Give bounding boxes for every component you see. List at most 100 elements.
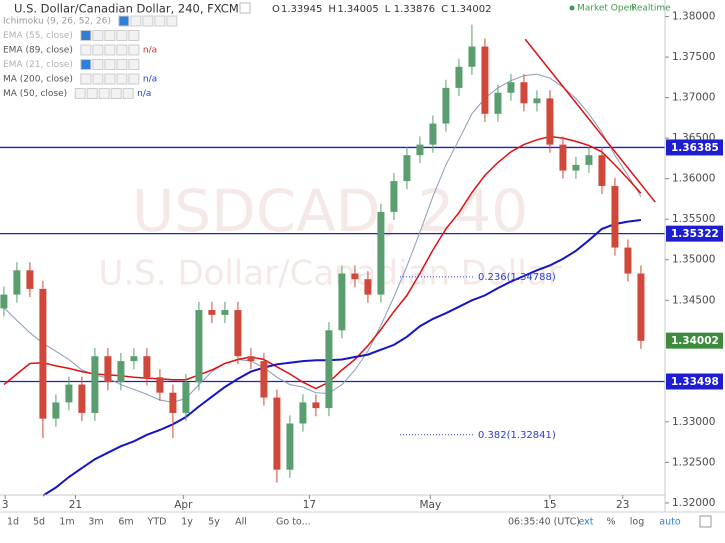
trendline xyxy=(524,38,656,203)
candle-body xyxy=(221,310,229,315)
x-tick-label: 17 xyxy=(303,499,316,511)
plot: 0.236(1.34788) 0.382(1.32841) xyxy=(0,24,665,497)
indicator-line xyxy=(42,219,642,497)
y-tick-label: 1.32500 xyxy=(672,456,715,468)
candle-body xyxy=(455,66,463,88)
range-button[interactable]: 1y xyxy=(181,517,193,528)
range-button[interactable]: All xyxy=(235,517,247,528)
tool-icon[interactable] xyxy=(116,44,128,56)
candle-body xyxy=(507,82,515,93)
tool-icon[interactable] xyxy=(166,15,178,27)
candle-body xyxy=(624,247,632,274)
eye-icon[interactable] xyxy=(74,88,86,99)
candle-body xyxy=(468,46,476,67)
tool-icon[interactable] xyxy=(122,88,134,99)
y-tick-label: 1.37000 xyxy=(672,92,715,104)
candle-body xyxy=(442,87,450,124)
tool-icon[interactable] xyxy=(142,15,154,27)
range-button[interactable]: Go to... xyxy=(276,517,311,528)
option-button[interactable]: ext xyxy=(578,517,593,528)
range-button[interactable]: 1d xyxy=(7,517,19,528)
candle-body xyxy=(65,384,73,403)
y-tick-label: 1.38000 xyxy=(672,11,715,23)
x-tick-label: 3 xyxy=(2,499,9,511)
eye-icon[interactable] xyxy=(80,59,92,70)
tool-icon[interactable] xyxy=(130,15,142,27)
eye-icon[interactable] xyxy=(118,15,130,27)
candle-body xyxy=(104,356,112,383)
x-tick-label: Apr xyxy=(174,499,193,511)
option-button[interactable]: log xyxy=(630,517,644,528)
range-button[interactable]: 3m xyxy=(88,517,103,528)
price-box xyxy=(666,139,723,156)
fib-label: 0.236(1.34788) xyxy=(478,272,556,283)
tool-icon[interactable] xyxy=(116,73,128,85)
candle-body xyxy=(91,356,99,413)
indicator-status: n/a xyxy=(143,46,157,56)
price-box-label: 1.35322 xyxy=(671,228,719,240)
price-box-label: 1.33498 xyxy=(671,376,719,388)
candle-body xyxy=(572,164,580,171)
tool-icon[interactable] xyxy=(92,30,104,41)
tool-icon[interactable] xyxy=(128,73,140,85)
x-tick-label: 23 xyxy=(616,499,629,511)
candle-body xyxy=(637,273,645,341)
tool-icon[interactable] xyxy=(92,73,104,85)
watermark-name: U.S. Dollar/Canadian Dollar xyxy=(99,254,562,294)
tool-icon[interactable] xyxy=(110,88,122,99)
range-button[interactable]: 5y xyxy=(208,517,220,528)
price-box xyxy=(666,225,723,242)
indicator-name: EMA (55, close) xyxy=(3,31,73,41)
price-box xyxy=(666,332,723,349)
settings-icon[interactable] xyxy=(699,515,712,528)
tool-icon[interactable] xyxy=(104,44,116,56)
tool-icon[interactable] xyxy=(104,30,116,41)
tool-icon[interactable] xyxy=(116,59,128,70)
y-tick-label: 1.34500 xyxy=(672,294,715,306)
tool-icon[interactable] xyxy=(104,73,116,85)
tool-icon[interactable] xyxy=(86,88,98,99)
option-button[interactable]: auto xyxy=(659,517,681,528)
indicator-name: EMA (21, close) xyxy=(3,60,73,70)
tool-icon[interactable] xyxy=(98,88,110,99)
indicator-status: n/a xyxy=(137,89,151,99)
eye-icon[interactable] xyxy=(80,73,92,85)
tool-icon[interactable] xyxy=(92,59,104,70)
candle-body xyxy=(364,279,372,295)
clock: 06:35:40 (UTC) xyxy=(508,517,580,528)
ohlc-key: H xyxy=(328,4,336,15)
candle-body xyxy=(520,82,528,104)
tool-icon[interactable] xyxy=(92,44,104,56)
y-tick-label: 1.35000 xyxy=(672,254,715,266)
range-button[interactable]: 6m xyxy=(118,517,133,528)
eye-icon[interactable] xyxy=(80,30,92,41)
y-tick-label: 1.35500 xyxy=(672,213,715,225)
y-tick-label: 1.37500 xyxy=(672,51,715,63)
candle-body xyxy=(481,46,489,114)
axes: 1.380001.375001.370001.365001.360001.355… xyxy=(2,11,723,511)
indicator-name: EMA (89, close) xyxy=(3,46,73,56)
status-open: Market Open xyxy=(577,4,635,14)
tool-icon[interactable] xyxy=(154,15,166,27)
tool-icon[interactable] xyxy=(128,59,140,70)
tool-icon[interactable] xyxy=(128,44,140,56)
range-button[interactable]: 5d xyxy=(33,517,45,528)
price-box-label: 1.34002 xyxy=(671,335,719,347)
candle-body xyxy=(546,98,554,145)
candle-body xyxy=(338,273,346,331)
range-button[interactable]: 1m xyxy=(59,517,74,528)
candle-body xyxy=(299,402,307,424)
option-button[interactable]: % xyxy=(606,517,615,528)
ohlc-value: 1.33945 xyxy=(281,4,322,15)
candle-body xyxy=(52,402,60,419)
tool-icon[interactable] xyxy=(104,59,116,70)
eye-icon[interactable] xyxy=(80,44,92,56)
candle-body xyxy=(559,144,567,171)
candle-body xyxy=(169,392,177,413)
status-realtime: Realtime xyxy=(631,4,671,14)
ohlc-value: 1.33876 xyxy=(394,4,435,15)
ohlc-key: C xyxy=(441,4,448,15)
range-button[interactable]: YTD xyxy=(147,517,167,528)
tool-icon[interactable] xyxy=(116,30,128,41)
tool-icon[interactable] xyxy=(128,30,140,41)
